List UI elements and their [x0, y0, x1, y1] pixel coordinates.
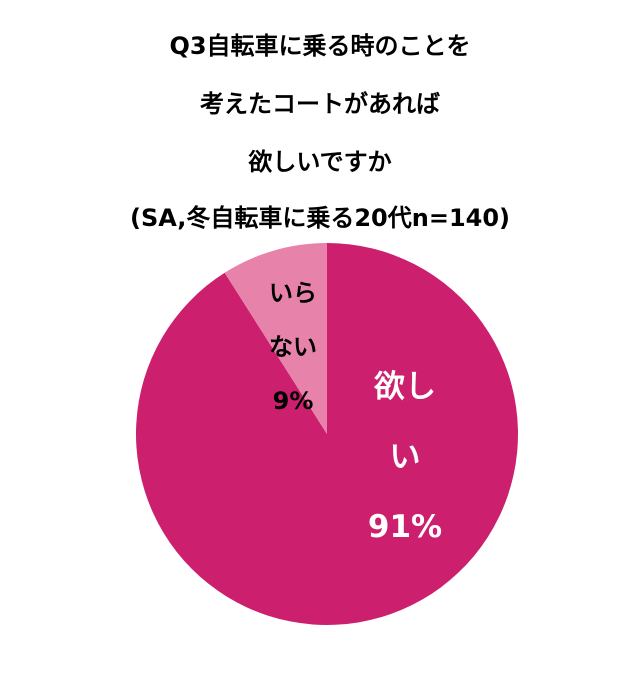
- title-line: Q3自転車に乗る時のことを: [169, 32, 471, 60]
- subtitle: (SA,冬自転車に乗る20代n=140): [129, 204, 511, 232]
- pie-slice: [224, 243, 327, 434]
- value-label: 9%: [272, 387, 314, 415]
- value-label: 91%: [367, 509, 443, 545]
- title-line: 考えたコートがあれば: [200, 90, 440, 118]
- category-label: 欲しい: [374, 369, 436, 475]
- title-line: 欲しいですか: [248, 148, 392, 176]
- category-label: いらない: [269, 279, 317, 361]
- slice-label: いらない 9%: [267, 266, 319, 428]
- slice-label: 欲しい 91%: [368, 352, 442, 562]
